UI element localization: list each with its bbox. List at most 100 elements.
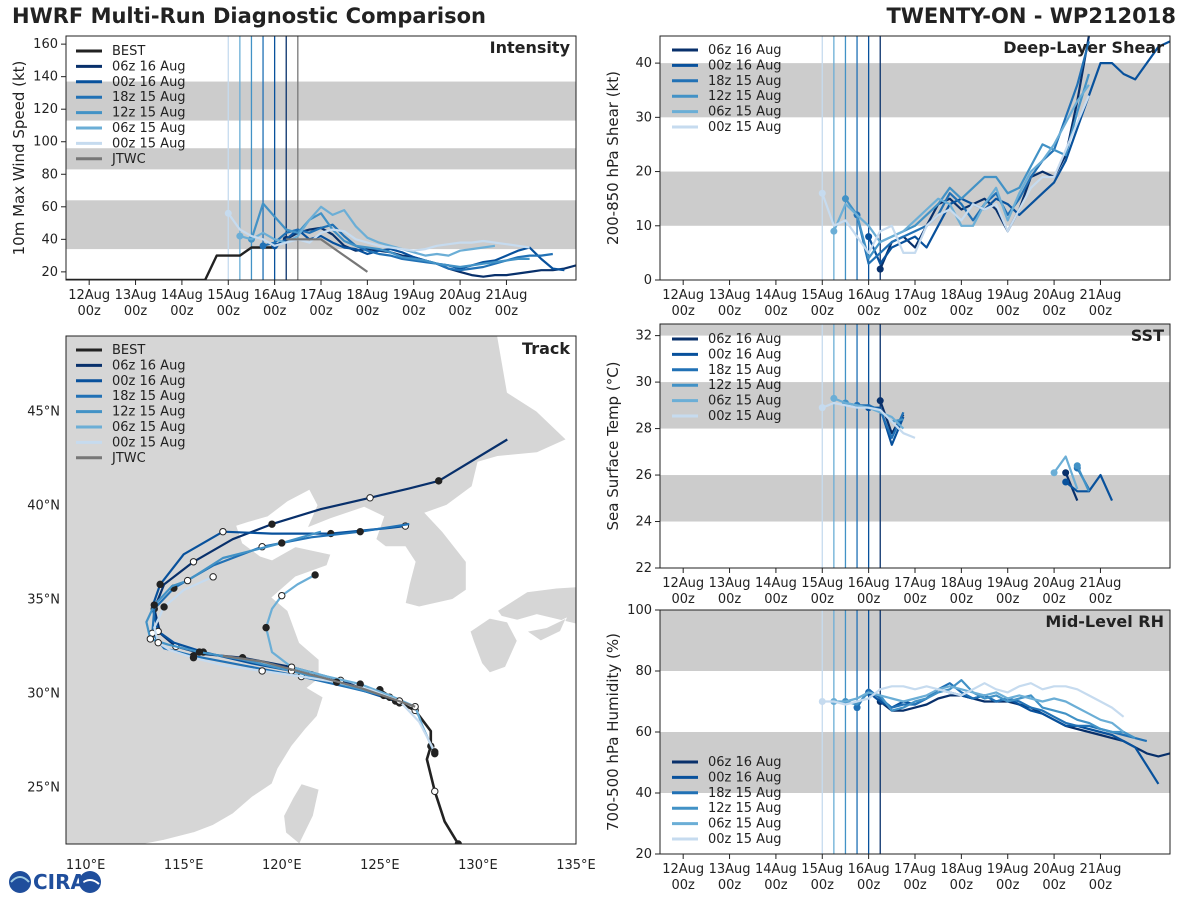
sst-x-tick-label: 20Aug xyxy=(1033,576,1075,591)
track-point-06z-16-aug xyxy=(268,520,276,528)
shear-y-tick-label: 0 xyxy=(644,273,652,288)
rh-x-tick-label: 20Aug xyxy=(1033,862,1075,877)
sst-legend-label-00z-16-aug: 00z 16 Aug xyxy=(708,347,782,362)
track-point-12z-15-aug xyxy=(150,601,158,609)
sst-y-tick-label: 32 xyxy=(635,329,652,344)
rh-legend-label-12z-15-aug: 12z 15 Aug xyxy=(708,801,782,816)
shear-x-tick-label: 00z xyxy=(857,304,881,319)
sst-y-tick-label: 24 xyxy=(635,515,652,530)
shear-init-point-12z-15-aug xyxy=(841,195,849,203)
intensity-x-tick-label: 00z xyxy=(309,304,333,319)
intensity-x-tick-label: 00z xyxy=(448,304,472,319)
shear-legend-label-18z-15-aug: 18z 15 Aug xyxy=(708,74,782,89)
shear-x-tick-label: 13Aug xyxy=(709,288,751,303)
track-point-06z-15-aug xyxy=(278,591,286,600)
intensity-series-jtwc xyxy=(286,238,369,273)
shear-x-tick-label: 00z xyxy=(811,304,835,319)
rh-x-tick-label: 00z xyxy=(764,878,788,893)
track-point-06z-16-aug xyxy=(434,477,443,485)
shear-y-tick-label: 40 xyxy=(635,56,652,71)
sst-x-tick-label: 21Aug xyxy=(1079,576,1121,591)
rh-y-tick-label: 100 xyxy=(627,603,652,618)
rh-band xyxy=(660,732,1170,793)
rh-x-tick-label: 00z xyxy=(950,878,974,893)
sst-y-tick-label: 26 xyxy=(635,468,652,483)
sst-x-tick-label: 19Aug xyxy=(987,576,1029,591)
rh-x-tick-label: 00z xyxy=(1042,878,1066,893)
shear-x-tick-label: 15Aug xyxy=(801,288,843,303)
sst-x-tick-label: 00z xyxy=(996,592,1020,607)
track-point-06z-15-aug xyxy=(262,623,270,632)
track-point-18z-15-aug xyxy=(356,527,364,536)
sst-y-tick-label: 28 xyxy=(635,422,652,437)
rh-x-tick-label: 00z xyxy=(718,878,742,893)
sst-plot-area xyxy=(660,324,1170,568)
intensity-panel-title: Intensity xyxy=(490,38,571,57)
track-point-best xyxy=(431,787,439,796)
mainland-land xyxy=(66,336,567,844)
intensity-plot-area xyxy=(66,36,576,280)
rh-legend-label-00z-16-aug: 00z 16 Aug xyxy=(708,770,782,785)
storm-title: TWENTY-ON - WP212018 xyxy=(886,4,1176,28)
intensity-series-best xyxy=(66,238,287,280)
intensity-x-tick-label: 17Aug xyxy=(300,288,342,303)
rh-x-tick-label: 00z xyxy=(996,878,1020,893)
sst-x-tick-label: 00z xyxy=(1089,592,1113,607)
track-point-00z-15-aug xyxy=(209,573,217,581)
sst-init-point-06z-16-aug xyxy=(1062,469,1070,477)
track-lat-label: 30°N xyxy=(27,686,60,701)
intensity-band xyxy=(66,81,576,121)
shear-legend-label-06z-15-aug: 06z 15 Aug xyxy=(708,105,782,120)
shear-y-tick-label: 30 xyxy=(635,110,652,125)
shear-y-axis-label: 200-850 hPa Shear (kt) xyxy=(604,71,622,245)
sst-y-axis-label: Sea Surface Temp (°C) xyxy=(604,361,622,530)
intensity-init-point-18z-15-aug xyxy=(259,242,267,250)
sst-x-tick-label: 00z xyxy=(857,592,881,607)
track-lon-label: 115°E xyxy=(164,858,204,873)
rh-y-tick-label: 40 xyxy=(635,786,652,801)
shear-y-tick-label: 20 xyxy=(635,165,652,180)
shear-series-00z-15-aug xyxy=(821,95,1090,254)
shear-series-00z-16-aug xyxy=(867,40,1170,265)
figure-title: HWRF Multi-Run Diagnostic Comparison xyxy=(12,4,487,28)
shear-x-tick-label: 19Aug xyxy=(987,288,1029,303)
track-legend-label-best: BEST xyxy=(112,343,145,358)
intensity-legend-label-06z-16-aug: 06z 16 Aug xyxy=(112,59,186,74)
shear-x-tick-label: 14Aug xyxy=(755,288,797,303)
shear-legend-label-00z-15-aug: 00z 15 Aug xyxy=(708,120,782,135)
japan-shikoku xyxy=(525,617,568,642)
intensity-x-tick-label: 00z xyxy=(77,304,101,319)
rh-init-point-18z-15-aug xyxy=(853,704,861,712)
shear-legend-label-00z-16-aug: 00z 16 Aug xyxy=(708,58,782,73)
intensity-x-tick-label: 14Aug xyxy=(161,288,203,303)
track-lon-label: 130°E xyxy=(458,858,498,873)
shear-x-tick-label: 20Aug xyxy=(1033,288,1075,303)
rh-x-tick-label: 13Aug xyxy=(709,862,751,877)
rh-series-00z-15-aug xyxy=(822,682,1125,718)
rh-x-tick-label: 17Aug xyxy=(894,862,936,877)
sst-x-tick-label: 17Aug xyxy=(894,576,936,591)
track-point-00z-15-aug xyxy=(189,654,198,662)
intensity-x-tick-label: 00z xyxy=(217,304,241,319)
intensity-x-tick-label: 00z xyxy=(263,304,287,319)
track-point-06z-16-aug xyxy=(189,558,198,566)
track-point-12z-15-aug xyxy=(278,539,286,547)
rh-y-tick-label: 60 xyxy=(635,725,652,740)
cira-logo-icon xyxy=(9,871,101,893)
sst-y-tick-label: 30 xyxy=(635,375,652,390)
sst-band xyxy=(660,382,1170,429)
intensity-panel: 12Aug00z13Aug00z14Aug00z15Aug00z16Aug00z… xyxy=(10,35,577,319)
rh-x-tick-label: 18Aug xyxy=(940,862,982,877)
shear-legend-label-12z-15-aug: 12z 15 Aug xyxy=(708,89,782,104)
intensity-y-tick-label: 100 xyxy=(33,135,58,150)
intensity-x-tick-label: 15Aug xyxy=(207,288,249,303)
intensity-x-tick-label: 00z xyxy=(495,304,519,319)
rh-legend-label-06z-15-aug: 06z 15 Aug xyxy=(708,817,782,832)
intensity-y-tick-label: 80 xyxy=(41,167,58,182)
taiwan xyxy=(283,783,320,844)
rh-x-tick-label: 00z xyxy=(671,878,695,893)
track-panel: 110°E 115°E 120°E 125°E 130°E 135°E 25°N 30°N 35… xyxy=(27,335,596,873)
sst-init-point-12z-15-aug xyxy=(1073,462,1081,470)
sst-init-point-00z-15-aug xyxy=(818,404,826,412)
intensity-y-tick-label: 20 xyxy=(41,265,58,280)
